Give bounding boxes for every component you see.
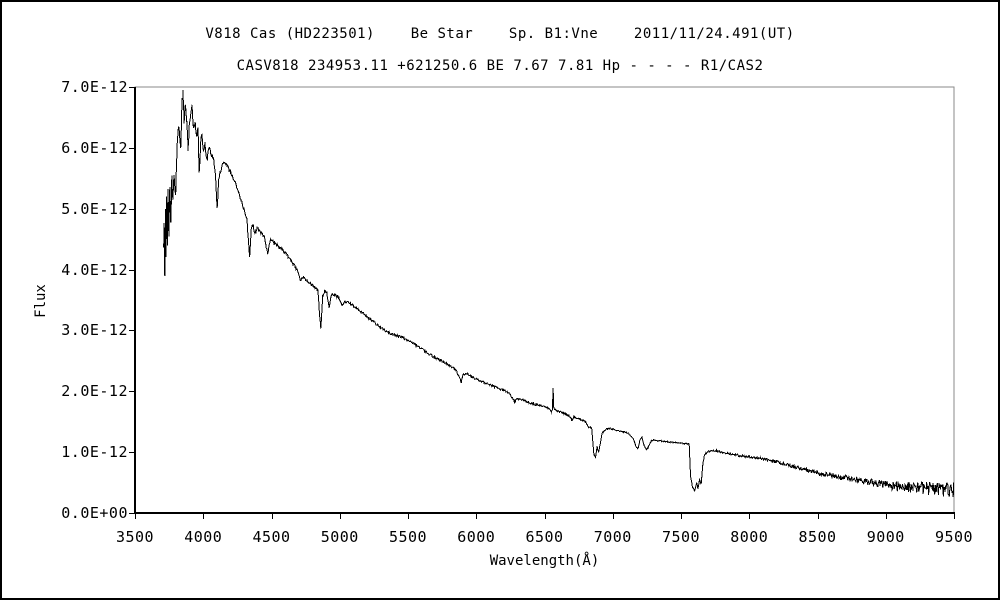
chart-subtitle: CASV818 234953.11 +621250.6 BE 7.67 7.81… — [236, 58, 764, 74]
x-axis-line — [134, 512, 955, 514]
y-tick-label: 1.0E-12 — [61, 443, 128, 462]
y-tick-label: 5.0E-12 — [61, 199, 128, 218]
x-tick-mark — [545, 514, 546, 519]
y-tick-label: 3.0E-12 — [61, 321, 128, 340]
x-axis-title: Wavelength(Å) — [489, 553, 600, 569]
y-tick-label: 0.0E+00 — [61, 504, 128, 522]
y-tick-label: 2.0E-12 — [61, 382, 128, 401]
y-tick-mark — [129, 209, 135, 210]
y-axis-line — [134, 87, 136, 514]
x-tick-mark — [886, 514, 887, 519]
x-tick-mark — [272, 514, 273, 519]
x-tick-mark — [613, 514, 614, 519]
y-tick-mark — [129, 87, 135, 88]
y-tick-mark — [129, 391, 135, 392]
y-tick-label: 6.0E-12 — [61, 138, 128, 157]
x-tick-mark — [408, 514, 409, 519]
x-tick-label: 7000 — [593, 528, 632, 546]
x-tick-label: 4500 — [252, 528, 291, 546]
x-tick-label: 8500 — [798, 528, 837, 546]
x-tick-label: 4000 — [184, 528, 223, 546]
x-tick-label: 6500 — [525, 528, 564, 546]
y-tick-mark — [129, 270, 135, 271]
x-tick-mark — [681, 514, 682, 519]
spectrum-line — [163, 90, 955, 497]
y-tick-label: 7.0E-12 — [61, 78, 128, 96]
x-tick-label: 9000 — [866, 528, 905, 546]
y-tick-mark — [129, 330, 135, 331]
y-tick-mark — [129, 148, 135, 149]
y-tick-label: 4.0E-12 — [61, 260, 128, 279]
chart-title: V818 Cas (HD223501) Be Star Sp. B1:Vne 2… — [205, 26, 795, 42]
plot-frame — [134, 86, 955, 514]
x-tick-mark — [135, 514, 136, 519]
x-tick-mark — [476, 514, 477, 519]
x-tick-mark — [954, 514, 955, 519]
x-tick-mark — [818, 514, 819, 519]
y-tick-mark — [129, 513, 135, 514]
x-tick-label: 3500 — [115, 528, 155, 546]
x-tick-label: 9500 — [934, 528, 974, 546]
x-tick-label: 5000 — [320, 528, 359, 546]
y-tick-mark — [129, 452, 135, 453]
x-tick-label: 7500 — [661, 528, 701, 546]
x-tick-label: 6000 — [457, 528, 496, 546]
x-tick-mark — [203, 514, 204, 519]
x-tick-mark — [749, 514, 750, 519]
x-tick-label: 8000 — [730, 528, 769, 546]
x-tick-label: 5500 — [388, 528, 428, 546]
x-tick-mark — [340, 514, 341, 519]
